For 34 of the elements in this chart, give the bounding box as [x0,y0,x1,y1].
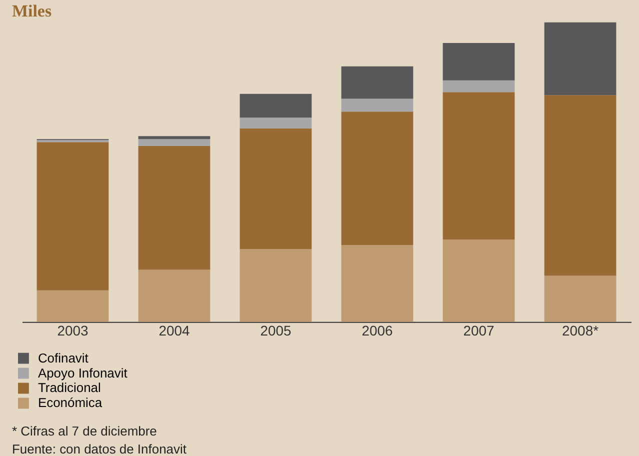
source-note: Fuente: con datos de Infonavit [12,442,187,456]
bar [341,66,414,99]
legend-label: Apoyo Infonavit [38,365,128,380]
bar [138,136,210,140]
x-tick-label: 2008* [562,322,600,338]
bar [36,290,109,322]
bar [138,146,210,270]
bar [138,139,210,146]
bar [240,118,312,128]
bar [442,239,515,322]
bar [341,98,414,112]
bar [442,80,515,92]
legend-label: Cofinavit [38,350,89,366]
bar [341,245,414,322]
bar [240,249,312,322]
bar [341,112,414,246]
chart-title: Miles [12,1,52,20]
bar [544,22,616,96]
bar [240,128,312,250]
x-tick-label: 2004 [158,322,190,338]
bar [442,42,515,80]
bar [544,95,616,276]
bar [36,142,109,290]
bar [442,92,515,240]
bar [544,276,616,322]
legend-label: Tradicional [38,380,102,396]
bar [240,94,312,118]
x-tick-label: 2005 [260,322,292,338]
x-tick-label: 2006 [362,322,394,338]
x-tick-label: 2003 [57,322,88,338]
x-tick-label: 2007 [463,322,495,338]
text: * Cifras al 7 de diciembre [12,424,157,439]
legend-label: Económica [38,395,103,410]
bar [138,270,210,322]
